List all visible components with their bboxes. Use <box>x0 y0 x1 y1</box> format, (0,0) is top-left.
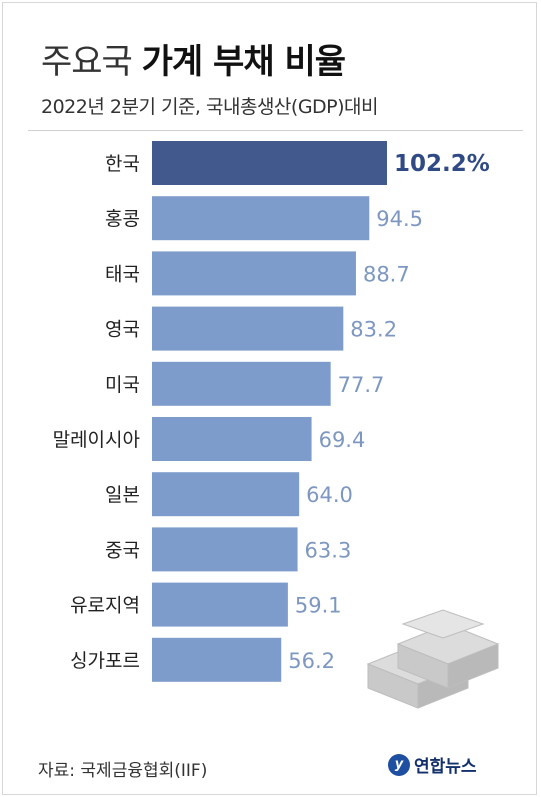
bar <box>152 196 370 241</box>
value-label: 56.2 <box>288 649 335 673</box>
title-divider <box>28 130 523 131</box>
money-stack-icon <box>366 609 500 709</box>
category-label: 한국 <box>105 153 140 175</box>
title-bold: 가계 부채 비율 <box>141 42 346 82</box>
bar <box>152 637 282 682</box>
publisher-logo: y 연합뉴스 <box>388 752 477 777</box>
bar <box>152 472 300 517</box>
value-label: 69.4 <box>319 428 366 452</box>
bar <box>152 417 312 461</box>
category-label: 태국 <box>105 263 140 285</box>
bar <box>152 582 288 627</box>
bar <box>152 251 356 296</box>
category-label: 싱가포르 <box>70 650 140 672</box>
chart-subtitle: 2022년 2분기 기준, 국내총생산(GDP)대비 <box>41 96 379 118</box>
category-label: 미국 <box>105 374 140 396</box>
category-label: 영국 <box>105 319 140 341</box>
category-label: 말레이시아 <box>53 429 140 451</box>
category-label: 중국 <box>105 539 140 561</box>
value-label: 94.5 <box>376 207 423 231</box>
bar <box>152 306 344 351</box>
chart-title: 주요국 가계 부채 비율 <box>41 34 346 83</box>
value-label: 59.1 <box>295 594 342 618</box>
value-label: 102.2% <box>394 151 490 177</box>
value-label: 88.7 <box>363 262 410 286</box>
value-label: 83.2 <box>350 318 397 342</box>
publisher-name: 연합뉴스 <box>414 757 477 777</box>
source-note: 자료: 국제금융협회(IIF) <box>38 761 208 781</box>
value-label: 63.3 <box>305 538 352 562</box>
bar <box>152 527 298 572</box>
category-label: 일본 <box>105 484 140 506</box>
value-label: 77.7 <box>338 373 385 397</box>
bar <box>152 361 331 406</box>
value-label: 64.0 <box>306 483 353 507</box>
bar <box>152 141 387 185</box>
yonhap-logo-icon: y <box>388 753 410 776</box>
category-label: 유로지역 <box>70 595 140 617</box>
category-label: 홍콩 <box>105 208 140 230</box>
title-light: 주요국 <box>41 42 133 82</box>
